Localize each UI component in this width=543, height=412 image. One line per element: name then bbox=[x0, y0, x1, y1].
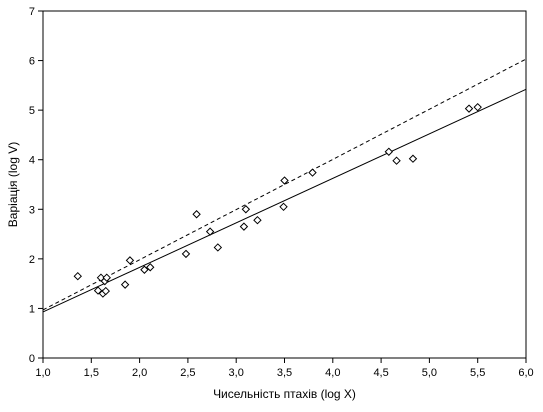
x-tick-label: 3,5 bbox=[277, 367, 292, 379]
data-point bbox=[408, 154, 418, 163]
y-tick-label: 3 bbox=[29, 204, 35, 216]
data-point bbox=[181, 249, 191, 259]
data-point bbox=[279, 202, 288, 212]
y-tick-label: 5 bbox=[29, 105, 35, 117]
data-point bbox=[146, 263, 155, 272]
data-point bbox=[308, 168, 317, 177]
y-tick-label: 6 bbox=[29, 56, 35, 68]
x-tick-label: 6,0 bbox=[518, 367, 533, 379]
data-point bbox=[93, 286, 103, 295]
x-tick-label: 2,0 bbox=[132, 367, 147, 379]
x-tick-label: 5,0 bbox=[422, 367, 437, 379]
data-point bbox=[125, 256, 135, 265]
data-point bbox=[140, 265, 149, 274]
y-tick-label: 1 bbox=[29, 303, 35, 315]
data-point bbox=[120, 280, 130, 289]
data-point bbox=[73, 272, 82, 281]
x-tick-label: 3,0 bbox=[229, 367, 244, 379]
data-point bbox=[239, 222, 249, 231]
x-axis-label: Чисельність птахів (log X) bbox=[213, 387, 356, 401]
y-tick-label: 4 bbox=[29, 155, 35, 167]
data-point bbox=[213, 243, 223, 252]
x-axis-ticks: 1,0 1,5 2,0 2,5 3,0 3,5 4,0 4,5 5,0 5,5 6,0 bbox=[35, 358, 534, 379]
y-axis-ticks: 0 1 2 3 4 5 6 7 bbox=[29, 6, 43, 365]
x-tick-label: 1,0 bbox=[35, 367, 50, 379]
x-tick-label: 4,5 bbox=[373, 367, 388, 379]
x-tick-label: 5,5 bbox=[470, 367, 485, 379]
regression-lines bbox=[42, 58, 527, 313]
x-tick-label: 2,5 bbox=[180, 367, 195, 379]
data-point bbox=[102, 273, 111, 282]
data-point bbox=[473, 102, 482, 112]
data-points bbox=[73, 102, 482, 298]
y-tick-label: 0 bbox=[29, 353, 35, 365]
x-tick-label: 4,0 bbox=[325, 367, 340, 379]
data-point bbox=[392, 156, 401, 165]
y-axis-label: Варіація (log V) bbox=[6, 142, 20, 227]
data-point bbox=[464, 104, 474, 113]
y-tick-label: 2 bbox=[29, 254, 35, 266]
data-point bbox=[192, 210, 201, 219]
data-point bbox=[280, 176, 289, 185]
data-point bbox=[101, 286, 110, 296]
x-tick-label: 1,5 bbox=[84, 367, 99, 379]
data-point bbox=[205, 227, 215, 236]
data-point bbox=[253, 215, 262, 225]
solid-fit-line bbox=[42, 88, 527, 313]
data-point bbox=[241, 205, 251, 214]
y-tick-label: 7 bbox=[29, 6, 35, 18]
data-point bbox=[384, 147, 394, 156]
